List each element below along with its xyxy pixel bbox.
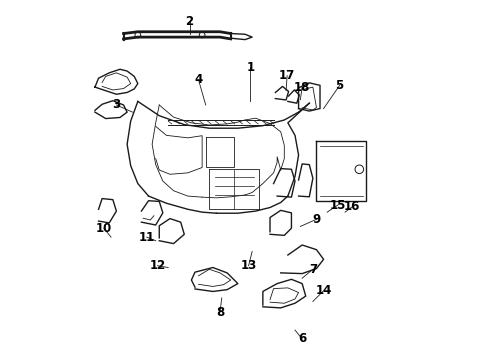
Text: 11: 11: [139, 231, 155, 244]
Text: 13: 13: [241, 259, 257, 272]
Text: 7: 7: [309, 263, 317, 276]
Text: 15: 15: [330, 198, 346, 212]
Text: 8: 8: [216, 306, 224, 319]
Text: 9: 9: [312, 213, 320, 226]
Text: 4: 4: [195, 73, 203, 86]
Text: 6: 6: [298, 333, 306, 346]
Text: 5: 5: [336, 79, 344, 92]
Text: 16: 16: [344, 200, 360, 213]
Text: 1: 1: [246, 61, 254, 74]
Text: 14: 14: [316, 284, 332, 297]
Text: 3: 3: [112, 99, 121, 112]
Text: 18: 18: [294, 81, 310, 94]
Text: 17: 17: [279, 69, 295, 82]
Text: 12: 12: [149, 259, 166, 272]
Text: 2: 2: [186, 14, 194, 27]
Text: 10: 10: [96, 222, 112, 235]
